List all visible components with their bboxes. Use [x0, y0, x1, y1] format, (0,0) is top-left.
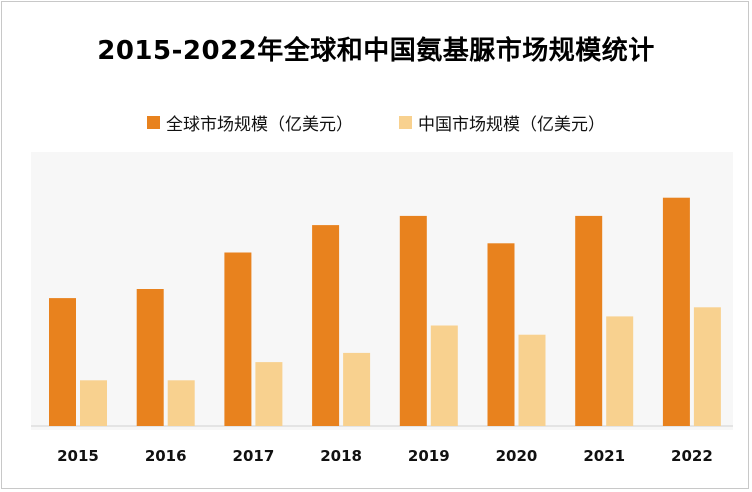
bar-china-2016	[167, 380, 195, 426]
x-tick-label-2017: 2017	[233, 447, 275, 465]
legend-label-global: 全球市场规模（亿美元）	[166, 115, 353, 135]
bar-global-2015	[49, 298, 76, 426]
bar-global-2017	[224, 252, 252, 426]
bar-china-2022	[693, 307, 721, 426]
bar-china-2015	[80, 380, 107, 426]
bar-global-2018	[312, 225, 340, 426]
x-tick-label-2018: 2018	[320, 447, 362, 465]
x-tick-labels: 2015 2016 2017 2018 2019 2020 2021 2022	[57, 447, 713, 465]
legend-swatch-china	[399, 116, 412, 129]
x-tick-label-2021: 2021	[583, 447, 625, 465]
x-tick-label-2020: 2020	[496, 447, 538, 465]
x-tick-label-2019: 2019	[408, 447, 450, 465]
bar-global-2022	[662, 197, 690, 426]
bar-global-2016	[136, 289, 164, 426]
bar-china-2021	[606, 316, 634, 426]
bar-china-2018	[343, 352, 371, 426]
legend-swatch-global	[147, 116, 160, 129]
bar-global-2021	[575, 215, 603, 426]
x-tick-label-2022: 2022	[671, 447, 713, 465]
legend-label-china: 中国市场规模（亿美元）	[418, 115, 605, 135]
x-tick-label-2015: 2015	[57, 447, 99, 465]
bar-china-2017	[255, 362, 283, 426]
chart-title: 2015-2022年全球和中国氨基脲市场规模统计	[97, 36, 655, 66]
bar-china-2019	[430, 325, 458, 426]
legend-item-global: 全球市场规模（亿美元）	[147, 110, 353, 135]
x-tick-label-2016: 2016	[145, 447, 187, 465]
chart-legend: 全球市场规模（亿美元） 中国市场规模（亿美元）	[0, 110, 752, 135]
legend-item-china: 中国市场规模（亿美元）	[399, 110, 605, 135]
bar-global-2020	[487, 243, 515, 426]
bar-global-2019	[399, 215, 427, 426]
bars-group	[49, 197, 721, 426]
bar-china-2020	[518, 334, 546, 426]
